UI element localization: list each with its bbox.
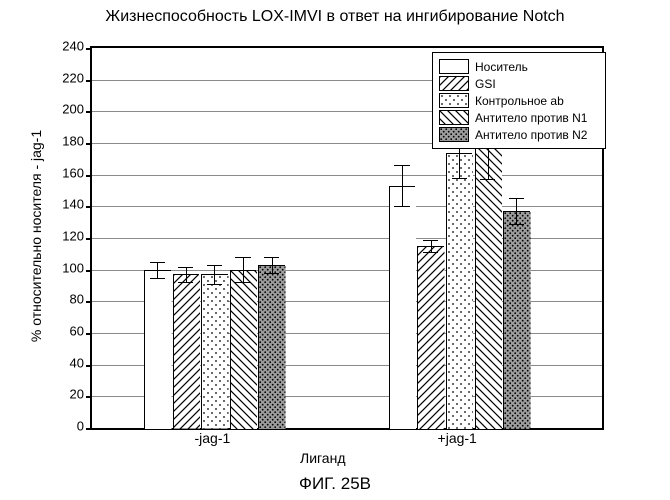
error-bar [157,262,158,278]
error-cap [235,282,250,283]
ytick-mark [86,175,92,177]
ytick-mark [86,396,92,398]
bar [258,265,285,428]
bar [503,211,530,428]
error-bar [272,257,273,273]
legend-item: Контрольное ab [439,93,599,108]
ytick-label: 240 [34,39,84,54]
legend-item: GSI [439,76,599,91]
xtick-label: +jag-1 [438,430,477,446]
error-bar [431,240,432,253]
ytick-label: 180 [34,134,84,149]
error-cap [178,282,193,283]
ytick-mark [86,80,92,82]
error-cap [509,224,524,225]
ytick-label: 40 [34,355,84,370]
legend-label: Антитело против N1 [475,111,587,125]
legend-item: Антитело против N1 [439,110,599,125]
ytick-label: 200 [34,102,84,117]
error-cap [480,179,495,180]
legend-label: GSI [475,77,496,91]
error-cap [423,240,438,241]
ytick-label: 220 [34,70,84,85]
chart-title: Жизнеспособность LOX-IMVI в ответ на инг… [0,8,670,26]
ytick-mark [86,270,92,272]
error-cap [207,284,222,285]
grid-line [92,206,602,207]
ytick-label: 80 [34,292,84,307]
error-cap [452,178,467,179]
bar [446,153,473,429]
error-bar [243,257,244,282]
legend-label: Контрольное ab [475,94,564,108]
error-cap [150,278,165,279]
ytick-label: 100 [34,260,84,275]
error-cap [235,257,250,258]
bar [201,274,228,428]
ytick-mark [86,238,92,240]
xtick-label: -jag-1 [194,430,230,446]
error-cap [394,165,409,166]
ytick-mark [86,206,92,208]
grid-line [92,175,602,176]
ytick-mark [86,333,92,335]
ytick-label: 160 [34,165,84,180]
bar [173,274,200,428]
bar [389,186,416,428]
error-bar [402,165,403,206]
legend-swatch [439,127,469,142]
bar [417,246,444,428]
error-cap [264,257,279,258]
ytick-mark [86,301,92,303]
legend-item: Антитело против N2 [439,127,599,142]
x-axis-label: Лиганд [300,450,346,466]
legend-swatch [439,93,469,108]
error-cap [264,273,279,274]
legend-label: Носитель [475,60,528,74]
ytick-label: 60 [34,324,84,339]
bar [230,270,257,428]
ytick-label: 120 [34,229,84,244]
error-bar [516,198,517,223]
figure: Жизнеспособность LOX-IMVI в ответ на инг… [0,0,670,500]
error-cap [178,267,193,268]
ytick-mark [86,365,92,367]
bar [475,145,502,428]
legend-item: Носитель [439,59,599,74]
legend-swatch [439,76,469,91]
figure-caption: ФИГ. 25B [0,474,670,494]
ytick-label: 140 [34,197,84,212]
error-cap [150,262,165,263]
error-cap [207,265,222,266]
error-cap [509,198,524,199]
ytick-mark [86,143,92,145]
ytick-label: 0 [34,419,84,434]
error-cap [394,206,409,207]
error-bar [186,267,187,283]
bar [144,270,171,428]
ytick-mark [86,48,92,50]
ytick-mark [86,428,92,430]
legend-swatch [439,110,469,125]
ytick-mark [86,111,92,113]
legend: Носитель GSI Контрольное ab Антитело против… [432,52,606,149]
error-cap [423,252,438,253]
error-bar [214,265,215,284]
legend-swatch [439,59,469,74]
ytick-label: 20 [34,387,84,402]
legend-label: Антитело против N2 [475,128,587,142]
